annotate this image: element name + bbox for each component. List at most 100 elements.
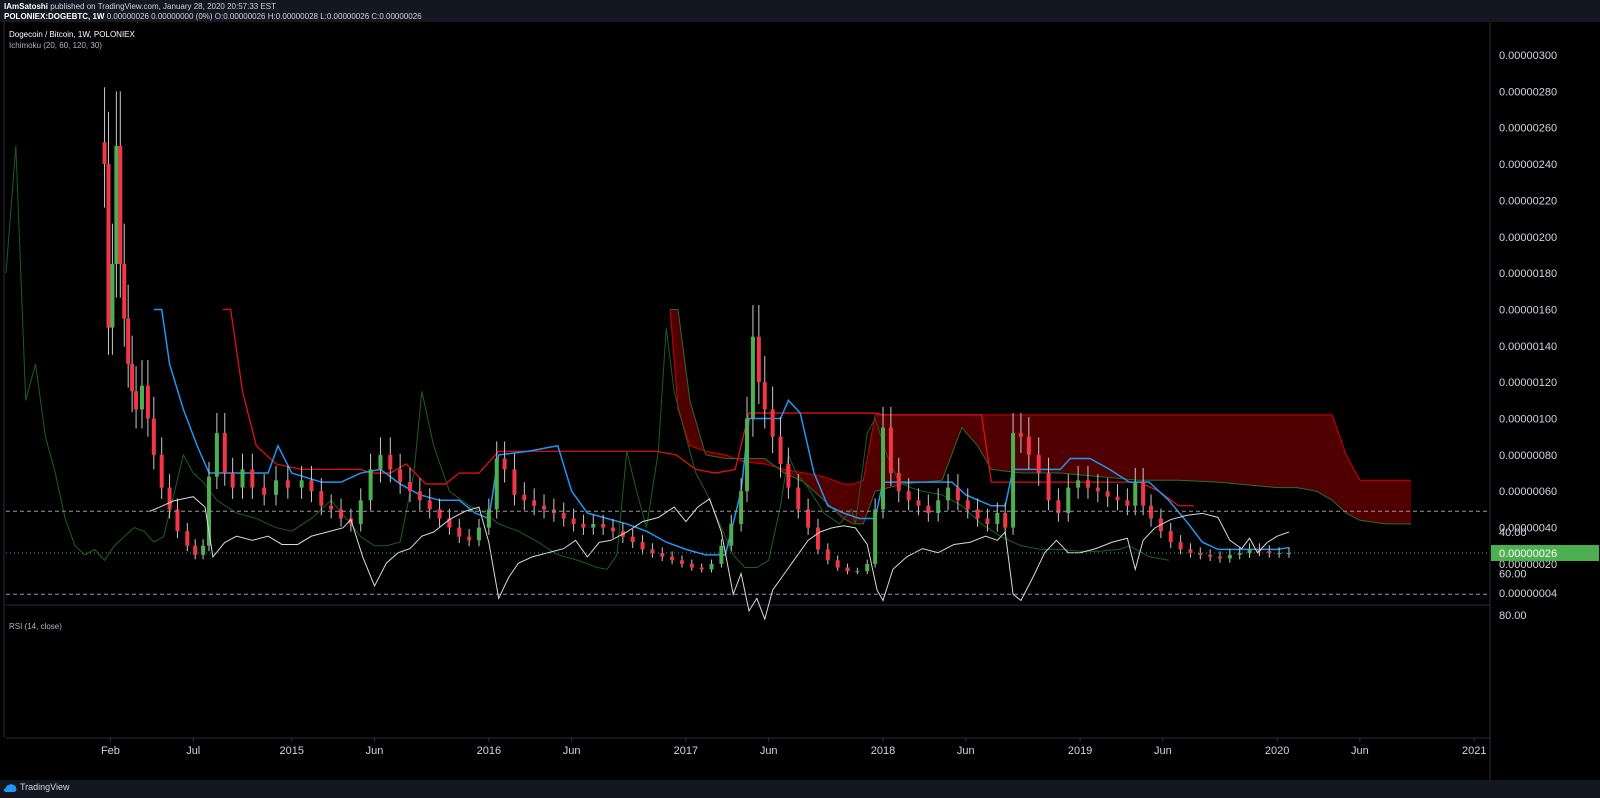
candle-bull [1247, 549, 1252, 554]
candle-bear [955, 487, 960, 501]
candle-bear [896, 473, 901, 492]
lagging-span [5, 145, 1169, 570]
tradingview-cloud-icon [4, 783, 17, 792]
candle-bull [1286, 553, 1291, 555]
candle-bear [1188, 549, 1193, 554]
rsi-tick-label: 60.00 [1499, 569, 1527, 581]
candle-bear [309, 480, 314, 492]
candle-bull [1237, 553, 1242, 555]
price-tick-label: 0.00000300 [1499, 50, 1557, 62]
candle-bull [476, 527, 481, 541]
candle-bear [427, 500, 432, 510]
candle-bull [110, 264, 115, 328]
candle-bull [709, 563, 714, 570]
candle-bear [1125, 500, 1130, 506]
candle-bear [285, 480, 290, 488]
rsi-label[interactable]: RSI (14, close) [9, 622, 62, 631]
candle-bull [946, 487, 951, 501]
candle-bear [630, 536, 635, 543]
candle-bull [368, 469, 373, 501]
candle-bear [965, 500, 970, 510]
price-tick-label: 0.00000020 [1499, 559, 1557, 571]
candle-bear [408, 482, 413, 492]
price-tick-label: 0.00000140 [1499, 341, 1557, 353]
last-price-label: 0.00000026 [1499, 548, 1557, 560]
candle-bull [273, 480, 278, 495]
candle-bear [689, 563, 694, 568]
candle-bear [339, 509, 344, 519]
candle-bull [214, 433, 219, 477]
candle-bear [329, 505, 334, 510]
time-tick-label: Jun [760, 745, 778, 757]
candle-bear [1105, 491, 1110, 497]
time-tick-label: Jul [186, 745, 200, 757]
candle-bear [670, 556, 675, 561]
indicator-label[interactable]: Ichimoku (20, 60, 120, 30) [9, 41, 102, 50]
candle-bear [193, 545, 198, 555]
tradingview-logo[interactable]: TradingView [4, 782, 70, 793]
candle-bull [873, 509, 878, 564]
candle-bull [1076, 480, 1081, 488]
candle-bear [975, 509, 980, 519]
rsi-pane [6, 496, 1490, 621]
candle-bull [240, 469, 245, 488]
time-tick-label: 2015 [280, 745, 304, 757]
candle-bear [417, 491, 422, 501]
candle-bear [770, 409, 775, 437]
candle-bull [729, 523, 734, 546]
publish-date-text: published on TradingView.com, January 28… [48, 2, 277, 11]
candle-bear [888, 427, 893, 474]
candle-bear [185, 531, 190, 546]
rsi-tick-label: 80.00 [1499, 610, 1527, 622]
candle-bull [745, 418, 750, 492]
price-tick-label: 0.00000040 [1499, 523, 1557, 535]
price-tick-label: 0.00000120 [1499, 377, 1557, 389]
candle-bull [1227, 554, 1232, 559]
candle-bear [916, 500, 921, 506]
publish-info: IAmSatoshi published on TradingView.com,… [4, 2, 276, 11]
candle-bear [102, 142, 107, 165]
candle-bull [865, 563, 870, 572]
candle-bear [118, 145, 123, 265]
candle-bear [512, 469, 517, 495]
candle-bear [601, 523, 606, 528]
candle-bear [845, 567, 850, 572]
candle-bear [437, 509, 442, 519]
candle-bear [467, 536, 472, 541]
candle-bear [1056, 500, 1061, 514]
candle-bear [1036, 454, 1041, 474]
candle-bear [262, 487, 267, 495]
candle-bear [650, 549, 655, 554]
candle-bear [1198, 553, 1203, 555]
candle-bear [786, 463, 791, 488]
candle-bear [542, 505, 547, 510]
candle-bull [299, 480, 304, 488]
candle-bull [139, 385, 144, 410]
time-tick-label: Jun [957, 745, 975, 757]
price-tick-label: 0.00000240 [1499, 159, 1557, 171]
candle-bear [130, 363, 135, 392]
axes: 0.00000300 0.00000280 0.00000260 0.00000240… [6, 50, 1599, 757]
price-tick-label: 0.00000280 [1499, 86, 1557, 98]
price-tick-label: 0.00000200 [1499, 232, 1557, 244]
candle-bear [167, 487, 172, 510]
candle-bull [201, 545, 206, 555]
candle-bear [926, 505, 931, 514]
time-tick-label: 2021 [1462, 745, 1486, 757]
candle-bear [447, 518, 452, 528]
candle-bear [398, 469, 403, 483]
candle-bear [532, 500, 537, 506]
candle-bear [762, 382, 767, 410]
time-tick-label: Jun [366, 745, 384, 757]
symbol-line: POLONIEX:DOGEBTC, 1W [4, 12, 105, 21]
candle-bear [1178, 542, 1183, 550]
candle-bear [660, 553, 665, 557]
candle-bear [611, 527, 616, 532]
candle-bear [151, 418, 156, 455]
rsi-tick-label: 40.00 [1499, 527, 1527, 539]
author-name[interactable]: IAmSatoshi [4, 2, 49, 11]
candle-bear [126, 318, 131, 364]
candle-bull [358, 500, 363, 524]
candle-bear [1003, 513, 1008, 528]
